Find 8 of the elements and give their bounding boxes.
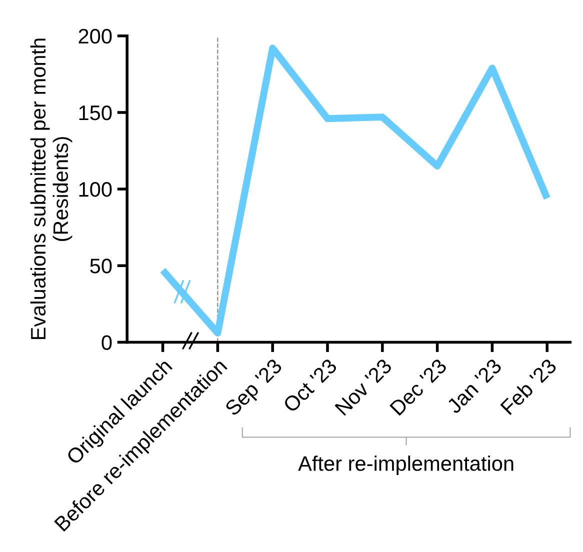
y-tick-label: 50 <box>90 258 112 274</box>
y-tick-label: 200 <box>78 28 112 44</box>
y-tick-label: 0 <box>102 335 112 350</box>
y-axis-title: Evaluations submitted per month (Residents) <box>30 38 72 340</box>
y-tick-label: 150 <box>79 105 112 120</box>
y-tick-label: 100 <box>79 182 112 197</box>
x-tick-label: Feb '23 <box>500 357 558 416</box>
text: After re-implementation <box>298 456 514 476</box>
